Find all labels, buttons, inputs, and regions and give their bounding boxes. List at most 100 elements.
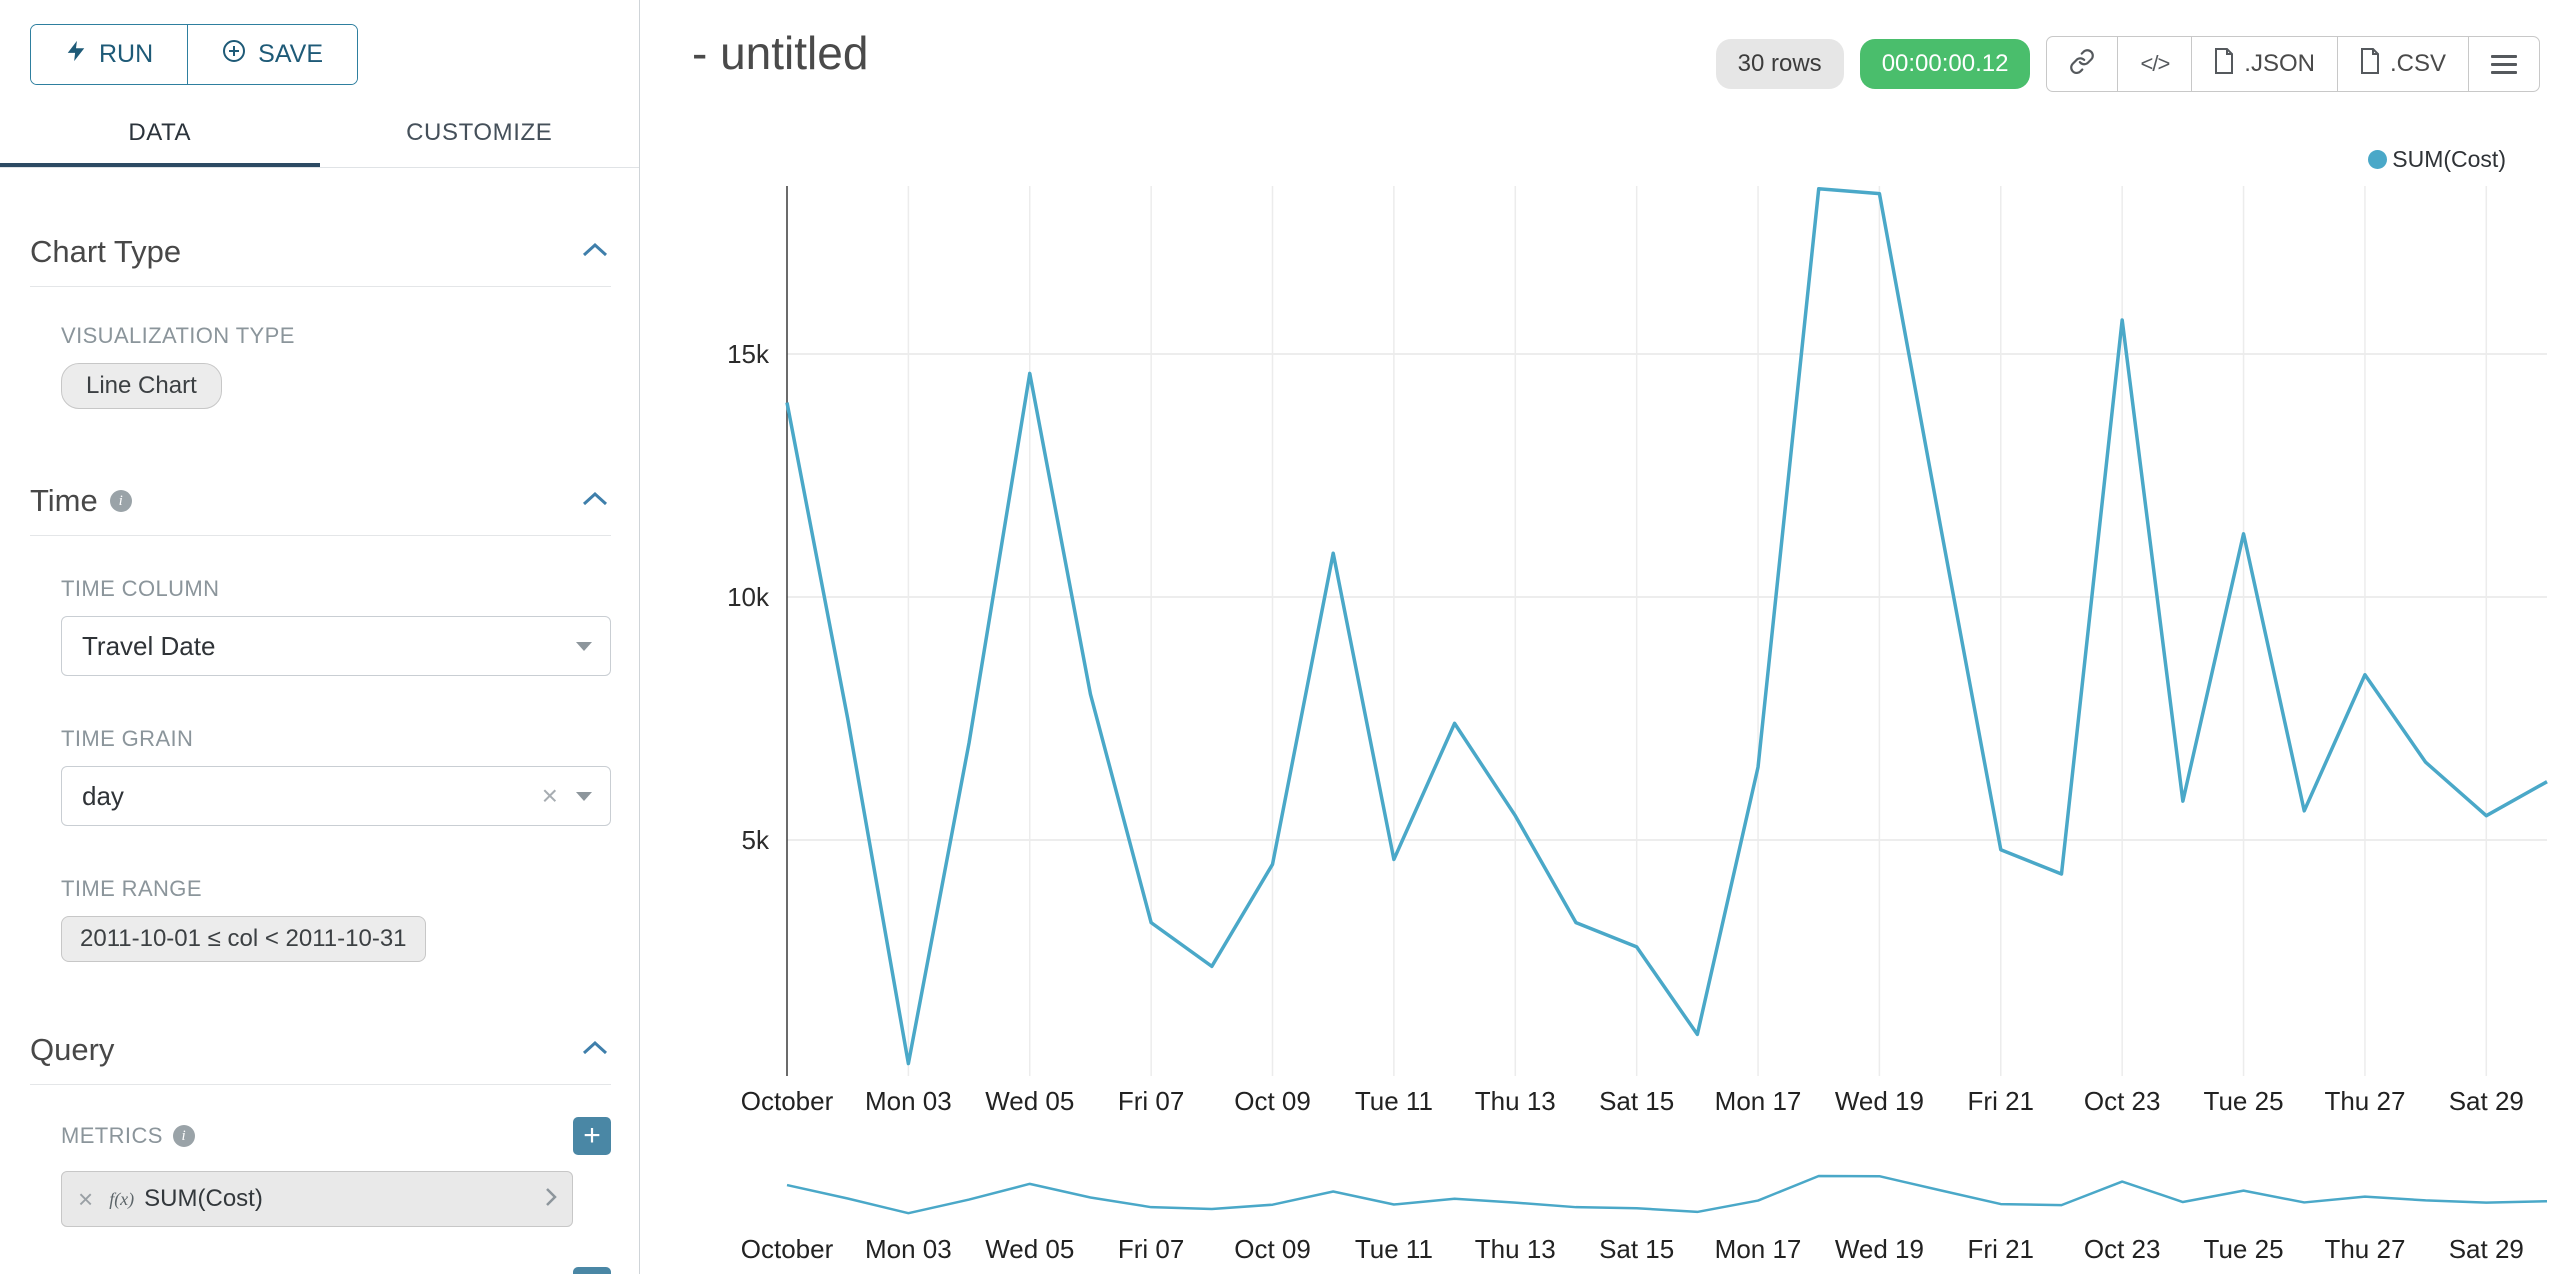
remove-metric-icon[interactable]: × [78,1183,94,1214]
viz-type-row: Line Chart [61,363,611,409]
section-divider [30,1084,611,1085]
x-axis-tick-label: Thu 27 [2324,1086,2405,1116]
mini-x-axis-tick-label: Fri 07 [1118,1234,1184,1264]
save-button-label: SAVE [258,40,324,68]
x-axis-tick-label: October [741,1086,834,1116]
chart-panel: 5k 10k 15k October October Mon 03 Mon 03 Wed 05… [640,0,2576,1274]
tab-customize[interactable]: CUSTOMIZE [406,119,553,146]
short-link-button[interactable] [2046,36,2119,92]
fx-icon: f(x) [109,1188,135,1209]
chevron-right-icon[interactable] [544,1185,558,1214]
chevron-down-icon [576,791,592,801]
link-icon [2069,48,2095,81]
legend-dot [2368,150,2388,169]
section-query-title: Query [30,1032,115,1067]
export-json-button[interactable]: .JSON [2191,36,2338,92]
info-icon: i [109,490,132,512]
viz-type-pill[interactable]: Line Chart [61,363,222,409]
x-axis-tick-label: Mon 17 [1715,1086,1802,1116]
x-axis-tick-label: Wed 19 [1835,1086,1924,1116]
y-axis-tick-label: 15k [727,339,770,369]
export-csv-label: .CSV [2389,50,2446,77]
x-axis-tick-label: Tue 11 [1355,1086,1433,1116]
x-axis-tick-label: Sat 15 [1599,1086,1674,1116]
mini-x-axis-tick-label: Tue 25 [2204,1234,2284,1264]
mini-x-axis-tick-label: Oct 23 [2084,1234,2161,1264]
time-grain-label: TIME GRAIN [61,726,194,751]
x-axis-tick-label: Fri 07 [1118,1086,1184,1116]
time-grain-row: day × [61,766,611,826]
section-time-title-text: Time [30,483,98,518]
metric-name: SUM(Cost) [144,1185,263,1212]
clear-icon[interactable]: × [541,780,558,811]
y-axis-tick-label: 5k [742,825,770,855]
mini-x-axis-tick-label: Sat 29 [2449,1234,2524,1264]
section-time-header: Time i [30,483,609,519]
legend-item[interactable]: SUM(Cost) [2368,146,2506,173]
metrics-label-row: METRICS i + [61,1117,611,1155]
hamburger-icon [2491,50,2517,79]
chart-header-actions: 30 rows 00:00:00.12 </> .JSON [1715,36,2540,92]
time-grain-value: day [82,780,124,811]
x-axis-tick-label: Mon 03 [865,1086,952,1116]
chevron-up-icon[interactable] [581,241,609,264]
time-column-value: Travel Date [82,630,216,661]
panel-tabs: DATA CUSTOMIZE [0,101,639,168]
save-button[interactable]: SAVE [188,25,358,84]
mini-x-axis-tick-label: Wed 05 [985,1234,1074,1264]
lightning-icon [65,38,87,71]
x-axis-tick-label: Thu 13 [1475,1086,1556,1116]
mini-x-axis-tick-label: Mon 03 [865,1234,952,1264]
filters-label-row: FILTERS + [61,1267,611,1274]
info-icon: i [172,1125,195,1147]
add-filter-button[interactable]: + [573,1267,611,1274]
x-axis-tick-label: Tue 25 [2204,1086,2284,1116]
mini-x-axis-tick-label: Fri 21 [1968,1234,2034,1264]
legend-label: SUM(Cost) [2392,146,2506,172]
mini-x-axis-tick-label: Thu 13 [1475,1234,1556,1264]
mini-x-axis-tick-label: Mon 17 [1715,1234,1802,1264]
run-button[interactable]: RUN [31,25,189,84]
export-csv-button[interactable]: .CSV [2336,36,2469,92]
viz-type-label: VISUALIZATION TYPE [61,323,295,348]
mini-x-axis-tick-label: Sat 15 [1599,1234,1674,1264]
section-query-header: Query [30,1032,609,1068]
x-axis-tick-label: Sat 29 [2449,1086,2524,1116]
add-metric-button[interactable]: + [573,1117,611,1155]
export-json-label: .JSON [2244,50,2315,77]
metric-pill[interactable]: × f(x) SUM(Cost) [61,1171,573,1227]
view-query-button[interactable]: </> [2117,36,2193,92]
time-column-select[interactable]: Travel Date [61,616,611,676]
section-divider [30,286,611,287]
file-icon [2360,47,2380,81]
section-chart-type-title: Chart Type [30,234,182,269]
chevron-up-icon[interactable] [581,1039,609,1062]
tab-data[interactable]: DATA [0,101,320,167]
x-axis-tick-label: Wed 05 [985,1086,1074,1116]
control-panel: RUN SAVE DATA CUSTOMIZE Chart Type VISUA… [0,0,640,1274]
x-axis-tick-label: Oct 09 [1234,1086,1311,1116]
y-axis-tick-label: 10k [727,582,770,612]
time-range-row: 2011-10-01 ≤ col < 2011-10-31 [61,916,611,962]
chart-title: - untitled [692,27,869,79]
time-range-pill[interactable]: 2011-10-01 ≤ col < 2011-10-31 [61,916,426,962]
metrics-label-text: METRICS [61,1123,163,1148]
mini-chart-line [786,1174,2548,1215]
chevron-up-icon[interactable] [581,490,609,513]
mini-x-axis-tick-label: Oct 09 [1234,1234,1311,1264]
time-column-row: Travel Date [61,616,611,676]
row-count-badge: 30 rows [1715,39,1844,89]
section-time-title: Time i [30,483,132,519]
file-icon [2214,47,2234,81]
query-timer-badge: 00:00:00.12 [1859,39,2031,89]
code-icon: </> [2140,51,2170,76]
time-grain-select[interactable]: day × [61,766,611,826]
menu-button[interactable] [2468,36,2540,92]
chevron-down-icon [576,641,592,651]
chart-line-sum-cost [785,187,2548,1066]
mini-x-axis-tick-label: Wed 19 [1835,1234,1924,1264]
mini-x-axis-tick-label: Tue 11 [1355,1234,1433,1264]
query-actions: RUN SAVE [30,24,359,85]
